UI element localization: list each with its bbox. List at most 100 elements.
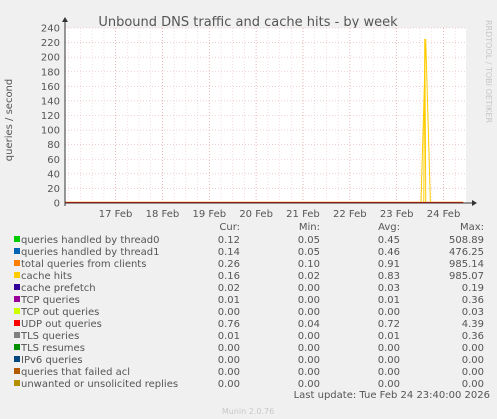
legend-value: 0.05 <box>298 247 320 258</box>
legend-value: 0.83 <box>378 271 400 282</box>
legend-value: 0.02 <box>298 271 320 282</box>
legend-value: 0.03 <box>378 283 400 294</box>
legend-value: 0.00 <box>218 367 240 378</box>
legend-value: 0.45 <box>378 235 400 246</box>
legend-value: 985.14 <box>449 259 484 270</box>
legend-value: 0.00 <box>462 367 484 378</box>
y-tick-label: 140 <box>41 96 60 107</box>
legend-value: 0.00 <box>298 283 320 294</box>
legend-value: 0.00 <box>298 295 320 306</box>
legend-value: 0.01 <box>218 331 240 342</box>
x-tick-label: 18 Feb <box>146 209 180 220</box>
y-axis-arrow <box>62 17 68 22</box>
y-tick-label: 200 <box>41 53 60 64</box>
legend-value: 0.00 <box>378 367 400 378</box>
y-tick-label: 220 <box>41 38 60 49</box>
legend-header: Min: <box>299 222 320 233</box>
legend-value: 0.00 <box>462 343 484 354</box>
legend-value: 508.89 <box>449 235 484 246</box>
legend-series-name: cache prefetch <box>21 283 96 294</box>
plot-area: 0 20 40 60 80 100 120 140 160 180 200 220 240 17 Feb 1… <box>41 17 477 220</box>
legend-swatch <box>14 236 20 242</box>
legend-value: 0.00 <box>462 355 484 366</box>
legend-swatch <box>14 296 20 302</box>
legend-swatch <box>14 356 20 362</box>
legend-value: 0.00 <box>298 343 320 354</box>
legend-value: 0.36 <box>462 331 484 342</box>
legend-value: 0.26 <box>218 259 240 270</box>
legend-value: 0.01 <box>218 295 240 306</box>
x-tick-label: 22 Feb <box>333 209 367 220</box>
y-tick-label: 100 <box>41 126 60 137</box>
legend-value: 0.36 <box>462 295 484 306</box>
legend-value: 0.72 <box>378 319 400 330</box>
legend-value: 0.76 <box>218 319 240 330</box>
legend-value: 0.01 <box>378 295 400 306</box>
legend-value: 0.00 <box>298 331 320 342</box>
y-tick-label: 20 <box>47 184 60 195</box>
legend-series-name: queries that failed acl <box>21 367 130 378</box>
legend-swatch <box>14 368 20 374</box>
legend-swatch <box>14 380 20 386</box>
legend-series-name: TLS queries <box>20 331 79 342</box>
legend-header: Avg: <box>378 222 400 233</box>
legend-swatch <box>14 248 20 254</box>
legend-series-name: IPv6 queries <box>21 355 83 366</box>
legend-series-name: unwanted or unsolicited replies <box>21 379 178 390</box>
legend-value: 0.00 <box>298 355 320 366</box>
legend-value: 0.00 <box>378 379 400 390</box>
legend-value: 0.02 <box>218 283 240 294</box>
legend-series-name: TLS resumes <box>20 343 85 354</box>
y-tick-label: 0 <box>54 199 60 210</box>
y-tick-label: 40 <box>47 169 60 180</box>
legend-value: 0.04 <box>298 319 320 330</box>
x-tick-label: 24 Feb <box>427 209 461 220</box>
y-tick-label: 240 <box>41 24 60 35</box>
legend-swatch <box>14 332 20 338</box>
legend-value: 476.25 <box>449 247 484 258</box>
legend-value: 0.19 <box>462 283 484 294</box>
legend-value: 0.05 <box>298 235 320 246</box>
series-spike <box>423 38 427 203</box>
legend-swatch <box>14 272 20 278</box>
legend-value: 0.03 <box>462 307 484 318</box>
legend-swatch <box>14 308 20 314</box>
legend-value: 0.91 <box>378 259 400 270</box>
legend-series-name: queries handled by thread0 <box>21 235 159 246</box>
legend-value: 0.00 <box>298 367 320 378</box>
x-axis-arrow <box>472 200 477 206</box>
y-tick-label: 60 <box>47 155 60 166</box>
legend-value: 0.00 <box>378 355 400 366</box>
legend-value: 0.14 <box>218 247 240 258</box>
legend-header: Max: <box>460 222 484 233</box>
last-update: Last update: Tue Feb 24 23:40:00 2026 <box>294 390 490 401</box>
legend-value: 0.00 <box>298 307 320 318</box>
y-axis-label: queries / second <box>4 79 15 161</box>
legend-series-name: queries handled by thread1 <box>21 247 159 258</box>
y-tick-label: 160 <box>41 82 60 93</box>
legend-swatch <box>14 260 20 266</box>
legend-value: 0.00 <box>218 379 240 390</box>
legend-series-name: UDP out queries <box>21 319 102 330</box>
legend-series-name: total queries from clients <box>21 259 146 270</box>
legend-swatch <box>14 284 20 290</box>
rrdtool-side-label: RRDTOOL / TOBI OETIKER <box>484 20 493 123</box>
legend-swatch <box>14 344 20 350</box>
legend-value: 0.00 <box>378 343 400 354</box>
legend-value: 0.00 <box>298 379 320 390</box>
x-tick-label: 19 Feb <box>192 209 226 220</box>
legend-value: 985.07 <box>449 271 484 282</box>
legend-series-name: TCP out queries <box>20 307 99 318</box>
chart-title: Unbound DNS traffic and cache hits - by … <box>98 15 398 30</box>
legend-value: 0.00 <box>462 379 484 390</box>
y-tick-label: 80 <box>47 140 60 151</box>
y-tick-label: 120 <box>41 111 60 122</box>
legend-series-name: TCP queries <box>20 295 80 306</box>
x-tick-label: 23 Feb <box>380 209 414 220</box>
legend-value: 0.16 <box>218 271 240 282</box>
legend-value: 0.00 <box>218 355 240 366</box>
y-tick-label: 180 <box>41 67 60 78</box>
legend-value: 0.12 <box>218 235 240 246</box>
legend-value: 0.00 <box>378 307 400 318</box>
